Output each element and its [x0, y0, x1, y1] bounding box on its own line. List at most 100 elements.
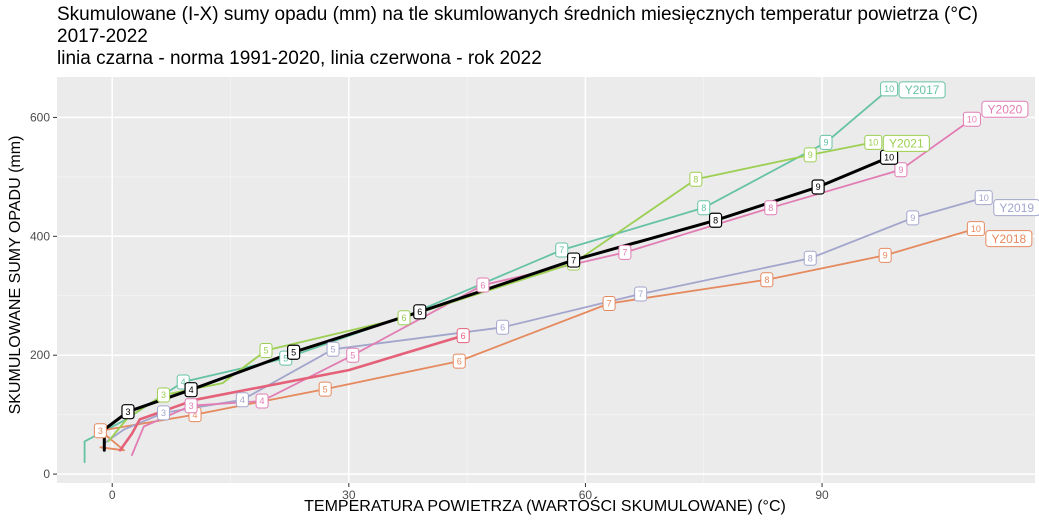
point-label-y2017: 9: [819, 134, 833, 150]
series-label-box: [993, 199, 1039, 217]
point-label-y2017: 8: [697, 200, 711, 216]
series-label-text: Y2020: [988, 103, 1023, 117]
point-label-y2019: 4: [235, 392, 249, 408]
point-label-box: [689, 171, 703, 187]
point-label-y2019: 7: [634, 286, 648, 302]
point-label-text: 6: [457, 356, 462, 366]
y-tick-label: 200: [30, 348, 50, 362]
point-label-norma: 8: [708, 212, 723, 228]
point-label-box: [803, 147, 817, 163]
point-label-text: 9: [816, 182, 821, 192]
point-label-box: [346, 347, 360, 363]
chart-title: Skumulowane (I-X) sumy opadu (mm) na tle…: [57, 4, 978, 25]
point-label-box: [966, 221, 985, 237]
point-label-y2021: 3: [156, 387, 170, 403]
point-label-text: 8: [693, 174, 698, 184]
point-label-box: [634, 286, 648, 302]
point-label-box: [287, 344, 301, 360]
point-label-text: 5: [323, 384, 328, 394]
point-label-text: 6: [402, 313, 407, 323]
point-label-box: [156, 405, 170, 421]
point-label-text: 7: [571, 255, 576, 265]
point-label-y2018: 7: [602, 295, 616, 311]
point-label-y2018: 3: [93, 423, 107, 439]
point-label-y2020: 9: [894, 162, 908, 178]
point-label-y2020: 8: [764, 200, 778, 216]
point-label-text: 4: [181, 377, 186, 387]
point-label-box: [819, 134, 833, 150]
point-label-box: [456, 328, 470, 344]
point-label-text: 5: [283, 353, 288, 363]
point-label-box: [255, 393, 269, 409]
point-label-text: 10: [967, 114, 977, 124]
point-label-text: 8: [768, 203, 773, 213]
point-label-text: 10: [884, 84, 894, 94]
point-label-box: [476, 277, 490, 293]
point-label-box: [452, 353, 466, 369]
series-label-y2021: Y2021: [882, 134, 930, 152]
point-label-box: [697, 200, 711, 216]
series-label-y2019: Y2019: [993, 199, 1039, 217]
point-label-text: 3: [98, 426, 103, 436]
point-label-box: [397, 310, 411, 326]
point-label-norma: 6: [413, 304, 427, 320]
series-label-box: [985, 230, 1033, 248]
point-label-text: 8: [808, 254, 813, 264]
point-label-y2020: 7: [618, 244, 632, 260]
point-label-text: 4: [189, 385, 194, 395]
x-tick-label: 30: [342, 488, 356, 502]
point-label-y2018: 5: [318, 381, 332, 397]
point-label-text: 9: [883, 251, 888, 261]
point-label-box: [864, 134, 883, 150]
x-tick-label: 0: [109, 488, 116, 502]
point-label-text: 6: [461, 331, 466, 341]
point-label-text: 3: [161, 408, 166, 418]
point-label-y2020: 10: [962, 111, 981, 127]
point-label-norma: 9: [811, 179, 825, 195]
point-label-text: 6: [417, 307, 422, 317]
point-label-box: [760, 272, 774, 288]
point-label-y2019: 5: [326, 341, 340, 357]
series-label-y2018: Y2018: [985, 230, 1033, 248]
series-label-text: Y2018: [991, 232, 1026, 246]
point-label-box: [811, 179, 825, 195]
point-label-y2020: 6: [476, 277, 490, 293]
series-label-text: Y2019: [999, 201, 1034, 215]
point-label-text: 9: [910, 213, 915, 223]
point-label-text: 7: [622, 248, 627, 258]
point-label-y2022: 6: [456, 328, 470, 344]
y-tick-label: 400: [30, 229, 50, 243]
x-tick-label: 90: [815, 488, 829, 502]
point-label-y2017: 7: [555, 242, 569, 258]
point-label-text: 3: [189, 401, 194, 411]
point-label-text: 7: [607, 299, 612, 309]
grid-lines: [57, 77, 1035, 483]
point-label-norma: 10: [879, 149, 899, 165]
point-label-y2018: 10: [966, 221, 985, 237]
point-label-box: [974, 190, 993, 206]
point-label-box: [708, 212, 723, 228]
chart-subtitle: 2017-2022: [57, 26, 148, 47]
point-label-y2019: 8: [803, 250, 817, 266]
point-label-box: [962, 111, 981, 127]
point-label-text: 7: [559, 245, 564, 255]
point-label-y2021: 5: [259, 342, 273, 358]
point-label-text: 3: [161, 390, 166, 400]
point-label-box: [803, 250, 817, 266]
point-label-text: 5: [264, 346, 269, 356]
point-label-text: 5: [350, 350, 355, 360]
point-label-text: 8: [764, 275, 769, 285]
y-axis-title: SKUMULOWANE SUMY OPADU (mm): [7, 136, 24, 415]
point-label-text: 10: [868, 138, 878, 148]
chart-caption: linia czarna - norma 1991-2020, linia cz…: [57, 48, 542, 69]
y-tick-label: 0: [43, 467, 50, 481]
point-label-box: [413, 304, 427, 320]
axes: 0 30 60 90 0 200 400 600: [30, 110, 829, 502]
point-label-y2019: 3: [156, 405, 170, 421]
point-label-box: [555, 242, 569, 258]
point-label-box: [878, 247, 892, 263]
point-label-text: 8: [701, 203, 706, 213]
point-label-text: 9: [898, 165, 903, 175]
point-label-text: 8: [713, 215, 718, 225]
